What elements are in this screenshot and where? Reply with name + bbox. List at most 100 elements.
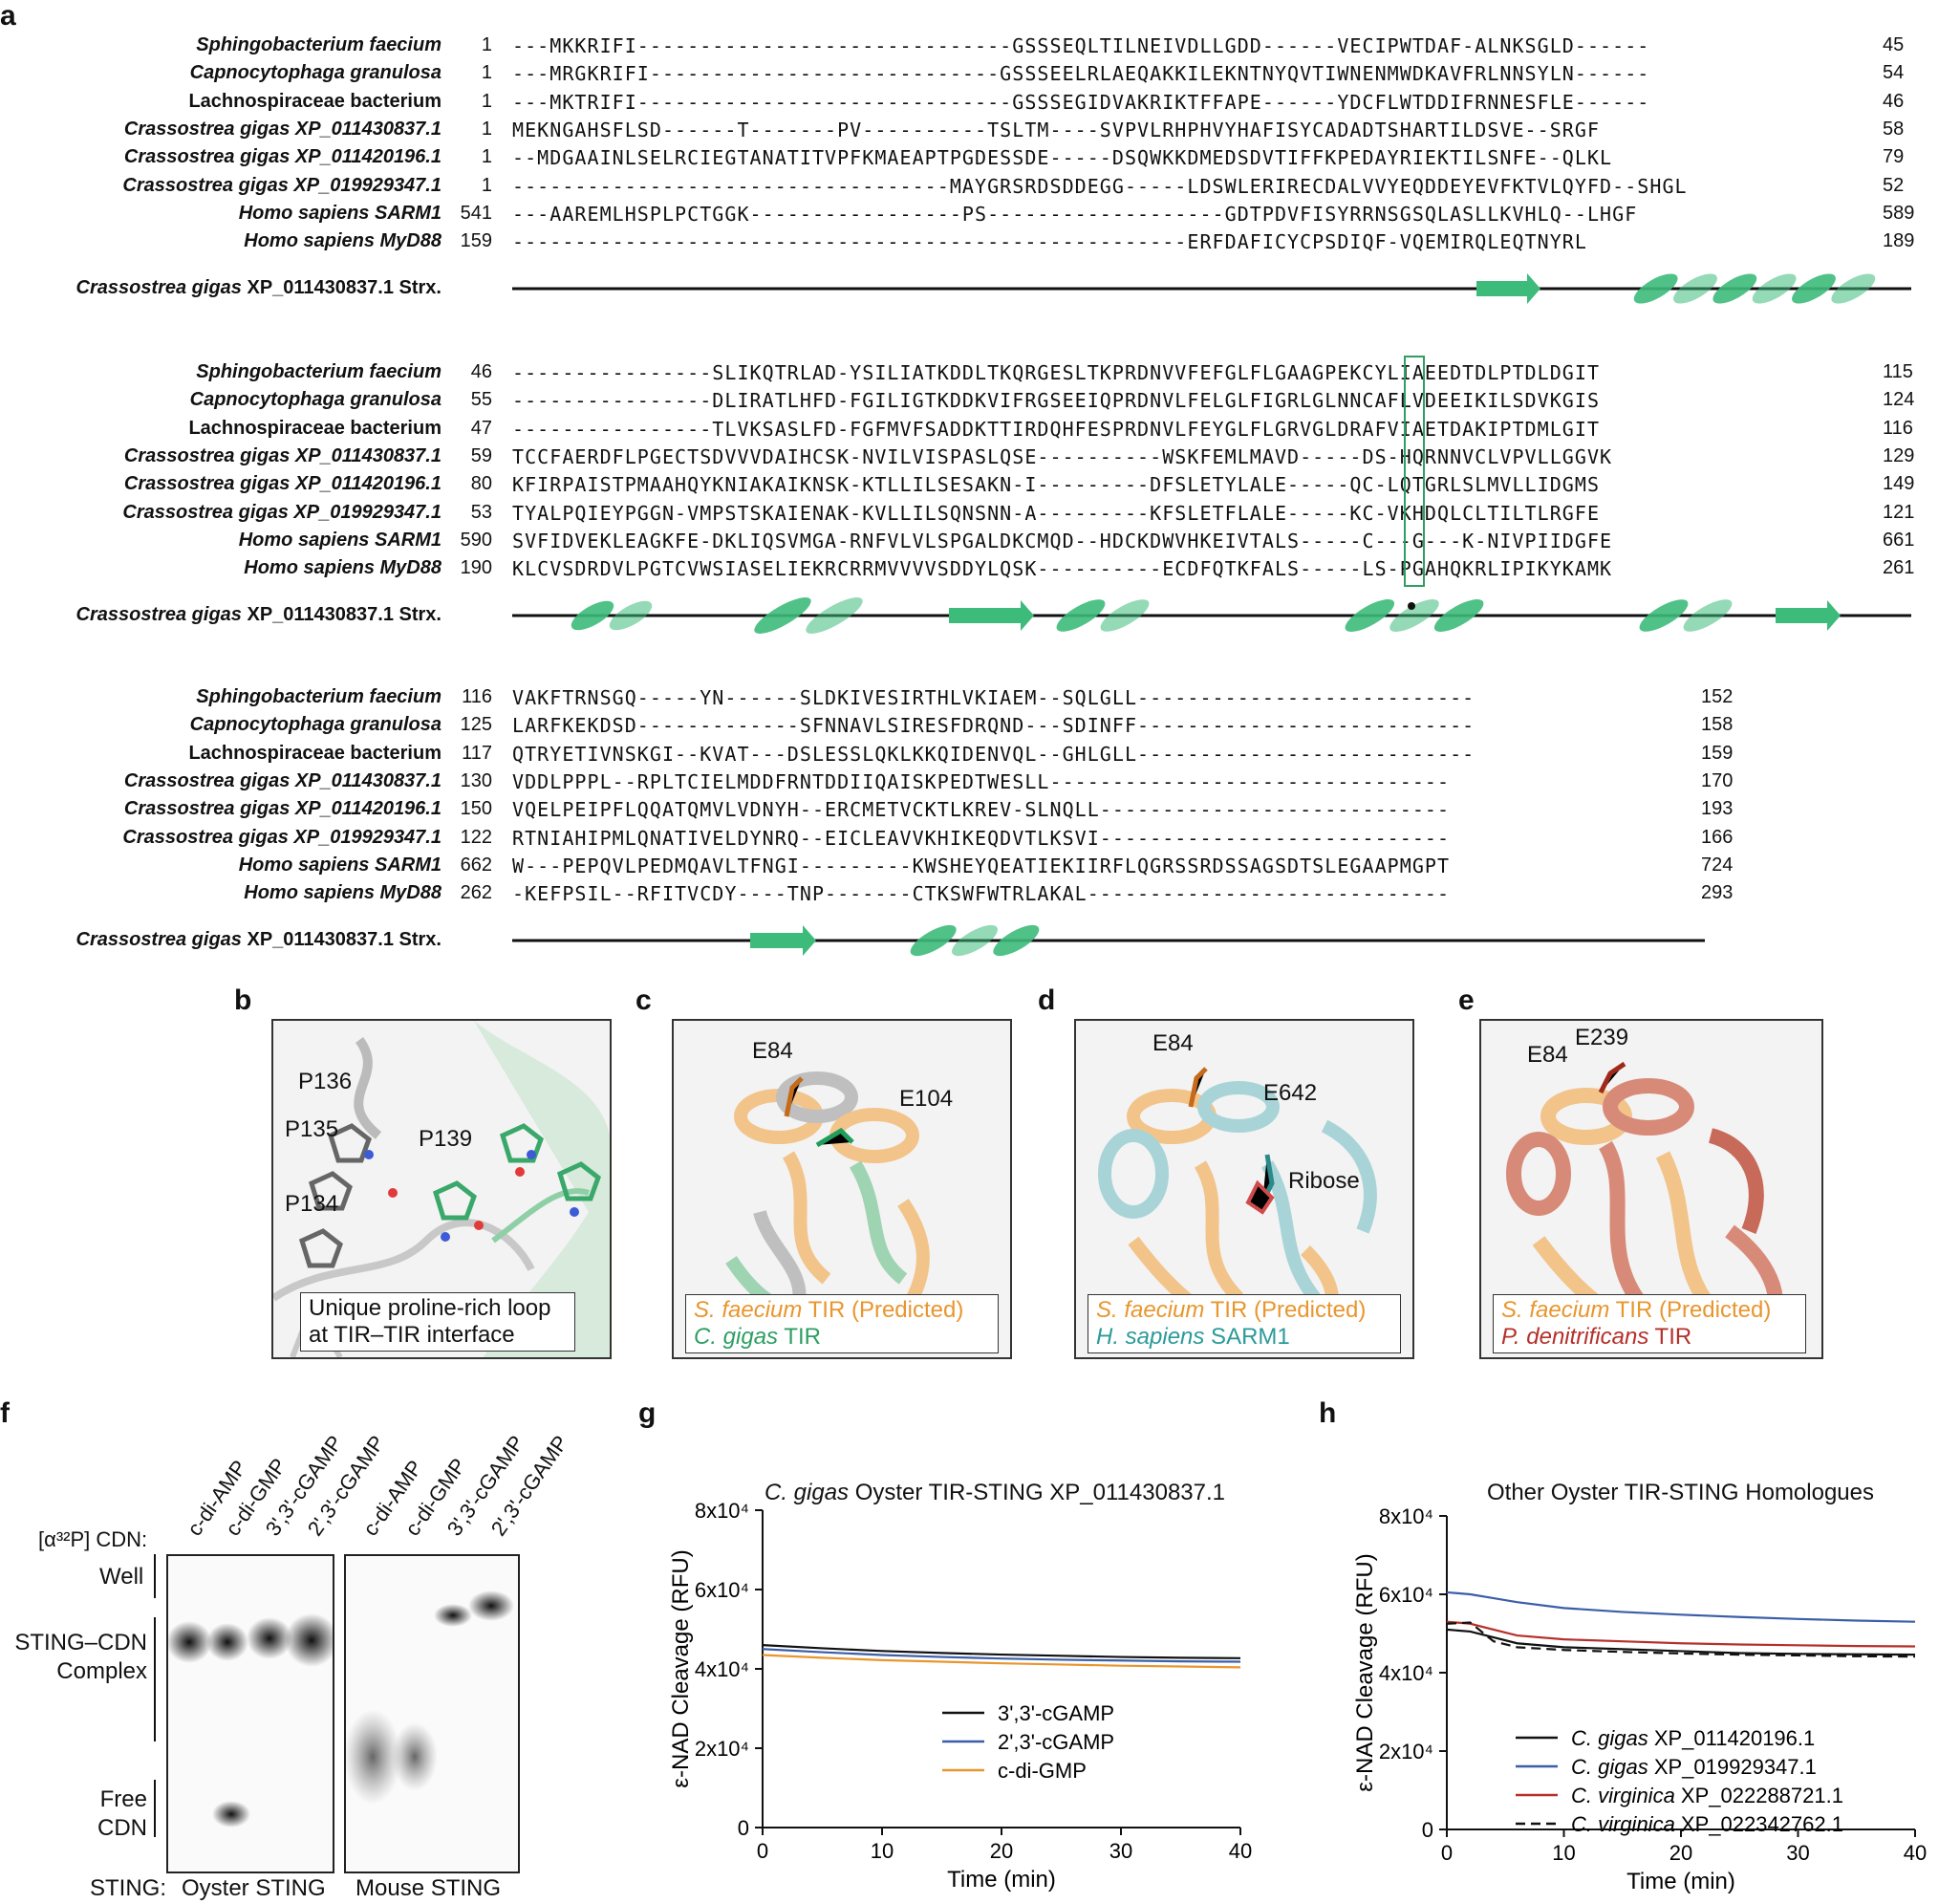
seq-start: 262 [460,882,492,904]
caption-line-1: S. faecium TIR (Predicted) [1501,1297,1772,1323]
panel-b-caption: Unique proline-rich loop at TIR–TIR inte… [300,1292,575,1352]
species-name: Crassostrea gigas XP_011420196.1 [123,798,442,820]
x-tick-label: 30 [1786,1841,1809,1865]
sequence-row: W---PEPQVLPEDMQAVLTFNGI---------KWSHEYQE… [512,854,1451,877]
seq-end: 45 [1883,34,1905,55]
catalytic-residue-dot [1408,602,1415,611]
sequence-row: MEKNGAHSFLSD------T-------PV----------TS… [512,118,1601,141]
alpha-helix-turn [571,601,614,631]
seq-start: 159 [460,230,492,252]
seq-start: 80 [470,473,492,495]
seq-end: 166 [1701,826,1734,848]
caption-line-1: Unique proline-rich loop [309,1295,551,1321]
sequence-row: -----------------------------------MAYGR… [512,174,1688,198]
chart-h-title: Other Oyster TIR-STING Homologues [1487,1480,1874,1505]
seq-end: 116 [1883,417,1913,439]
species-name: Homo sapiens MyD88 [244,882,442,904]
seq-end: 158 [1701,714,1734,736]
series-line [762,1654,1241,1669]
species-name: Crassostrea gigas XP_011420196.1 [123,146,442,168]
alpha-helix-turn [993,925,1040,957]
panel-e-caption: S. faecium TIR (Predicted) P. denitrific… [1493,1294,1806,1353]
x-tick-label: 40 [1904,1841,1927,1865]
free-line-2: CDN [97,1815,147,1841]
y-tick-label: 4x10⁴ [1379,1661,1433,1685]
alpha-helix-turn [952,925,998,957]
alpha-helix-turn [1100,599,1150,633]
seq-end: 124 [1883,389,1915,411]
x-axis-label: Time (min) [947,1867,1056,1893]
species-name: Sphingobacterium faecium [196,34,442,55]
chart-h: 0 10 20 30 40 0 2x10⁴ 4x10⁴ 6x10⁴ 8x10⁴ Time (min)… [1352,1504,1927,1894]
beta-strand-arrow [1476,273,1540,305]
seq-end: 589 [1883,202,1915,224]
catalytic-glutamate-highlight [1404,356,1425,587]
structure-panel-c: E84 E104 S. faecium TIR (Predicted) C. g… [672,1019,1012,1359]
label-ribose: Ribose [1288,1168,1360,1194]
sequence-row: ---MKKRIFI------------------------------… [512,34,1650,57]
x-tick-label: 10 [871,1839,894,1863]
panel-label-f: f [0,1397,10,1429]
species-name: Sphingobacterium faecium [196,361,442,382]
species-name: Crassostrea gigas XP_011430837.1 [123,769,442,791]
beta-strand-arrow [1776,600,1841,632]
legend-label: C. virginica XP_022288721.1 [1571,1784,1843,1807]
label-e104: E104 [899,1086,954,1112]
beta-strand-arrow [750,925,816,957]
sequence-row: ----------------TLVKSASLFD-FGFMVFSADDKTT… [512,417,1601,441]
chart-g-title: C. gigas Oyster TIR-STING XP_011430837.1 [765,1480,1226,1505]
panel-label-g: g [638,1397,657,1429]
species-name: Homo sapiens MyD88 [244,230,442,252]
species-name: Homo sapiens MyD88 [244,557,442,579]
sequence-row: ---MKTRIFI------------------------------… [512,90,1650,114]
seq-end: 193 [1701,798,1734,820]
sequence-row: QTRYETIVNSKGI--KVAT---DSLESSLQKLKKQIDENV… [512,742,1475,766]
y-tick-label: 8x10⁴ [695,1499,749,1523]
seq-end: 152 [1701,686,1734,707]
seq-start: 1 [481,146,492,168]
y-tick-label: 2x10⁴ [695,1737,749,1761]
legend-label: C. gigas XP_011420196.1 [1571,1726,1815,1750]
species-name: Homo sapiens SARM1 [238,854,442,876]
seq-end: 724 [1701,854,1734,876]
legend-label: 3',3'-cGAMP [998,1701,1114,1725]
complex-line-1: STING–CDN [14,1630,147,1655]
species-name: Capnocytophaga granulosa [189,714,442,736]
structure-panel-e: E84 E239 S. faecium TIR (Predicted) P. d… [1479,1019,1823,1359]
panel-label-a: a [0,0,16,32]
x-tick-label: 40 [1229,1839,1252,1863]
tir-overlay-e [1506,1061,1783,1334]
species-name: Homo sapiens SARM1 [238,202,442,224]
alpha-helix-turn [1633,273,1678,304]
seq-start: 1 [481,90,492,112]
panel-label-e: e [1458,984,1475,1016]
alpha-helix-turn [1639,599,1689,633]
seq-end: 52 [1883,174,1905,196]
structure-row-label: Crassostrea gigas XP_011430837.1 Strx. [75,929,442,951]
cdn-label: [α³²P] CDN: [38,1527,148,1551]
sequence-row: --MDGAAINLSELRCIEGTANATITVPFKMAEAPTPGDES… [512,146,1613,170]
alpha-helix-turn [1433,599,1484,633]
seq-end: 79 [1883,146,1905,168]
series-line [1446,1620,1916,1648]
x-axis-label: Time (min) [1626,1869,1735,1894]
sequence-row: VQELPEIPFLQQATQMVLVDNYH--ERCMETVCKTLKREV… [512,798,1451,822]
sequence-row: LARFKEKDSD-------------SFNNAVLSIRESFDRQN… [512,714,1475,738]
species-name: Crassostrea gigas XP_019929347.1 [122,501,442,523]
seq-start: 116 [462,686,492,707]
gel-mouse-sting [344,1554,520,1873]
sequence-row: RTNIAHIPMLQNATIVELDYNRQ--EICLEAVVKHIKEQD… [512,826,1451,850]
alpha-helix-turn [609,601,653,631]
structure-row-label: Crassostrea gigas XP_011430837.1 Strx. [75,277,442,299]
seq-end: 58 [1883,118,1905,140]
sequence-row: KLCVSDRDVLPGTCVWSIASELIEKRCRRMVVVVSDDYLQ… [512,557,1613,581]
y-axis-label: ε-NAD Cleavage (RFU) [1352,1553,1378,1791]
alpha-helix-turn [1683,599,1733,633]
alpha-helix-turn [806,597,863,635]
row-label-free: Free CDN [57,1785,147,1843]
species-name: Crassostrea gigas XP_019929347.1 [122,826,442,848]
seq-end: 115 [1883,361,1913,382]
y-tick-label: 8x10⁴ [1379,1504,1433,1528]
sequence-row: KFIRPAISTPMAAHQYKNIAKAIKNSK-KTLLILSESAKN… [512,473,1601,497]
x-tick-label: 0 [757,1839,768,1863]
